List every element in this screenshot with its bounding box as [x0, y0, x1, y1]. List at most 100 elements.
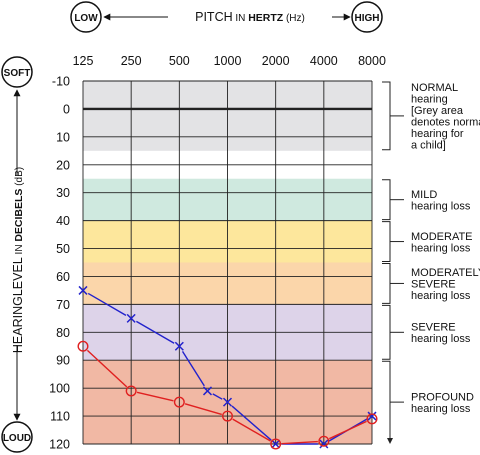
series-1-segment	[281, 440, 318, 445]
band-label-line: PROFOUND	[411, 391, 474, 403]
band-bracket-arrow	[387, 438, 393, 444]
y-tick-label: -10	[52, 75, 70, 89]
grid	[82, 80, 373, 445]
y-tick-label: 40	[56, 214, 70, 228]
y-tick-label: 120	[49, 438, 70, 452]
series-0-segment	[87, 292, 127, 316]
x-tick-label: 500	[169, 54, 190, 68]
band-bracket-2	[382, 221, 391, 262]
series-1-point	[270, 438, 282, 450]
cross-stroke	[222, 397, 233, 407]
y-tick-label: 20	[56, 158, 70, 172]
x-tick-label: 250	[121, 54, 142, 68]
x-tick-label: 1000	[214, 54, 242, 68]
cross-stroke	[174, 341, 184, 351]
y-tick-label: 70	[56, 298, 70, 312]
y-tick-label: 30	[56, 186, 70, 200]
high-badge: HIGH	[351, 1, 383, 33]
x-tick-labels: 125 250 500 1000 2000 4000 8000	[73, 54, 386, 68]
series	[77, 285, 378, 450]
series-1-point	[173, 396, 185, 408]
band-label-line: denotes normal	[411, 117, 480, 129]
soft-badge: SOFT	[1, 56, 33, 88]
series-0-point	[367, 411, 377, 421]
band-label-line: hearing loss	[411, 200, 471, 212]
y-tick-label: 110	[50, 410, 70, 424]
cross-stroke	[319, 439, 329, 449]
series-0-point	[126, 313, 136, 323]
low-label: LOW	[74, 13, 98, 24]
y-tick-label: 50	[56, 242, 70, 256]
loud-badge: LOUD	[1, 421, 33, 453]
y-tick-label: 90	[56, 354, 70, 368]
series-0-point	[319, 439, 329, 449]
level-axis-title: HEARINGLEVEL IN DECIBELS (dB)	[11, 167, 25, 353]
x-tick-label: 125	[73, 54, 94, 68]
pitch-axis-title: PITCH IN HERTZ (Hz)	[195, 10, 305, 24]
band-label-line: hearing loss	[411, 333, 471, 345]
high-label: HIGH	[355, 13, 380, 24]
band-label-2: MODERATE hearing loss	[411, 231, 473, 255]
band-label-line: a child]	[411, 140, 446, 152]
band-bracket-3	[382, 263, 391, 304]
band-label-5: PROFOUND hearing loss	[411, 391, 474, 415]
series-0-point	[271, 439, 281, 449]
band-label-line: MILD	[411, 189, 437, 201]
series-1-point	[221, 410, 233, 422]
series-0-point	[222, 397, 233, 407]
series-0-point	[202, 386, 213, 396]
band-label-1: MILD hearing loss	[411, 189, 471, 213]
series-1-point	[77, 340, 89, 352]
band-label-line: hearing	[411, 94, 448, 106]
band-label-line: MODERATE	[411, 231, 473, 243]
series-1-segment	[184, 403, 222, 416]
band-label-line: hearing loss	[411, 403, 471, 415]
series-0-segment	[136, 320, 175, 344]
series-1-segment	[136, 391, 174, 402]
soft-label: SOFT	[4, 68, 31, 79]
band-label-4: SEVERE hearing loss	[411, 322, 471, 346]
band-brackets	[382, 81, 404, 444]
series-0-point	[174, 341, 184, 351]
band-label-line: hearing for	[411, 128, 464, 140]
band-bracket-0	[382, 81, 391, 151]
y-tick-label: 80	[56, 326, 70, 340]
cross-stroke	[367, 411, 377, 421]
loud-label: LOUD	[3, 433, 31, 444]
y-tick-label: 0	[63, 102, 70, 116]
band-bracket-4	[382, 304, 391, 360]
series-1-point	[125, 385, 137, 397]
series-1-segment	[328, 420, 367, 440]
series-1-point	[366, 413, 378, 425]
cross-stroke	[202, 386, 213, 396]
series-0-point	[78, 285, 88, 295]
band-label-line: MODERATELY	[411, 267, 480, 279]
band-label-0: NORMAL hearing [Grey area denotes normal hea…	[411, 82, 480, 151]
series-1-segment	[86, 349, 128, 388]
band-label-line: [Grey area	[411, 105, 464, 117]
y-tick-label: 100	[49, 382, 70, 396]
x-tick-label: 4000	[310, 54, 338, 68]
series-1-segment	[232, 418, 271, 442]
y-tick-labels: -10 0 10 20 30 40 50 60 70 80 90 100 110 120	[49, 75, 70, 452]
band-label-3: MODERATELY SEVERE hearing loss	[411, 267, 480, 302]
cross-stroke	[126, 313, 136, 323]
band-label-line: SEVERE	[411, 278, 456, 290]
band-label-line: hearing loss	[411, 290, 471, 302]
x-tick-label: 8000	[358, 54, 386, 68]
cross-stroke	[78, 285, 88, 295]
cross-stroke	[271, 439, 281, 449]
band-label-line: NORMAL	[411, 82, 458, 94]
series-0-segment	[181, 350, 205, 387]
y-tick-label: 10	[56, 130, 70, 144]
band-labels: NORMAL hearing [Grey area denotes normal hea…	[411, 82, 480, 415]
x-tick-label: 2000	[262, 54, 290, 68]
band-label-line: hearing loss	[411, 242, 471, 254]
band-bracket-5	[382, 360, 391, 443]
series-1-point	[318, 435, 330, 447]
series-0-segment	[212, 393, 223, 400]
band-label-line: SEVERE	[411, 322, 456, 334]
y-tick-label: 60	[56, 270, 70, 284]
band-bracket-1	[382, 179, 391, 221]
